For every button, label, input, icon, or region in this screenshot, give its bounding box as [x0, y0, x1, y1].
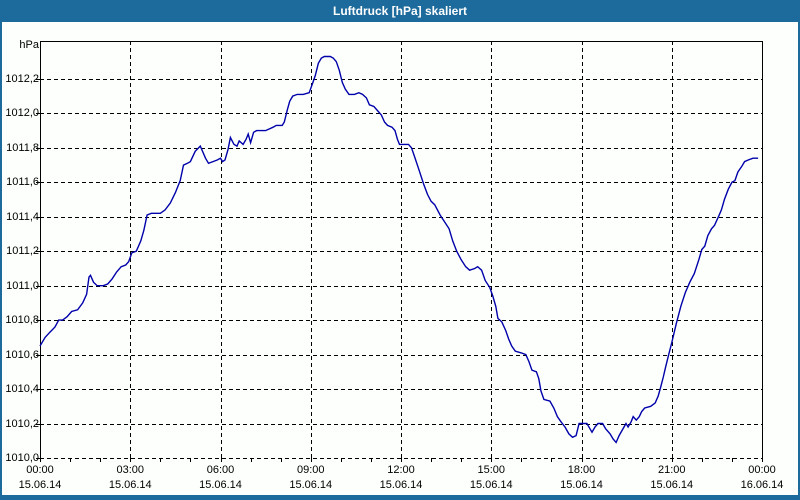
- x-tick-time-label: 03:00: [116, 464, 145, 476]
- x-tick-date-label: 15.06.14: [18, 479, 62, 491]
- x-tick-time-label: 21:00: [657, 464, 686, 476]
- y-tick-label: 1010,2: [5, 417, 39, 430]
- y-tick-label: 1011,2: [6, 245, 39, 258]
- y-axis-unit-label: hPa: [19, 39, 39, 51]
- x-tick-time-label: 15:00: [477, 464, 506, 476]
- x-tick-date-label: 16.06.14: [740, 479, 784, 491]
- x-tick-date-label: 15.06.14: [560, 479, 603, 491]
- y-tick-label: 1010,6: [5, 348, 39, 361]
- y-tick-label: 1011,6: [6, 176, 39, 189]
- window-title: Luftdruck [hPa] skaliert: [332, 4, 468, 18]
- y-tick-label: 1012,2: [5, 72, 39, 85]
- y-tick-label: 1011,4: [6, 210, 39, 223]
- x-tick-time-label: 09:00: [296, 464, 325, 476]
- x-tick-date-label: 15.06.14: [199, 479, 242, 491]
- x-tick-time-label: 00:00: [26, 464, 54, 476]
- y-tick-label: 1012,0: [5, 107, 39, 120]
- x-tick-time-label: 12:00: [387, 464, 415, 476]
- x-tick-date-label: 15.06.14: [108, 479, 152, 491]
- chart-area: hPa 1012,2 1012,0 1011,8 1011,6 1011,4 1011,2…: [2, 22, 798, 495]
- x-tick-date-label: 15.06.14: [469, 479, 513, 491]
- y-tick-label: 1011,0: [6, 279, 39, 292]
- y-tick-label: 1011,8: [6, 141, 39, 154]
- x-tick-date-label: 15.06.14: [379, 479, 423, 491]
- y-tick-label: 1010,8: [5, 314, 39, 327]
- pressure-series-line: [39, 55, 759, 444]
- y-tick-label: 1010,4: [5, 383, 39, 396]
- x-tick-date-label: 15.06.14: [650, 479, 694, 491]
- x-tick-time-label: 06:00: [206, 464, 235, 476]
- y-tick-label: 1010,0: [5, 452, 39, 464]
- x-tick-date-label: 15.06.14: [289, 479, 333, 491]
- x-tick-time-label: 00:00: [748, 464, 776, 476]
- pressure-line-chart-svg: [36, 41, 763, 462]
- x-tick-time-label: 18:00: [567, 464, 596, 476]
- window-titlebar[interactable]: Luftdruck [hPa] skaliert: [0, 0, 800, 22]
